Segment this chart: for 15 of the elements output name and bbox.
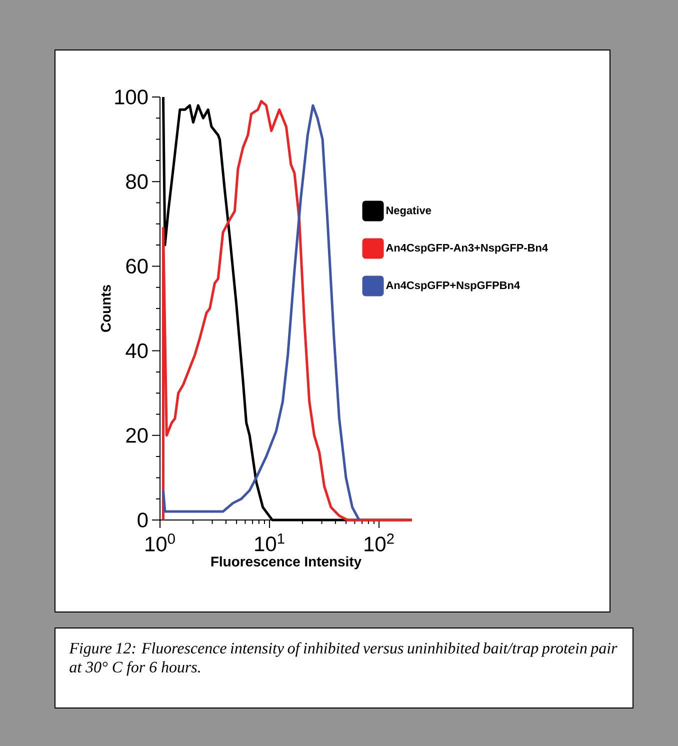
x-tick-label: 10$^{0}$ [146,534,175,552]
y-tick-label: 40 [126,343,148,358]
caption: Figure 12: Fluorescence intensity of inhibited versus uninhibited bait/trap protein pair at 30° C for 6 hours. [69,642,618,676]
y-tick-label: 20 [126,428,148,443]
legend-label: An4CspGFP+NspGFPBn4 [386,281,520,292]
y-tick-label: 100 [115,90,148,104]
x-axis-title: Fluorescence Intensity [211,556,362,570]
y-tick-label: 80 [126,174,148,189]
legend-label: Negative [386,206,432,217]
y-tick-label: 60 [126,258,148,274]
y-tick-label: 0 [138,512,148,528]
y-axis-title: Counts [100,285,111,332]
x-tick-label: 10$^{1}$ [255,534,284,552]
x-tick-label: 10$^{2}$ [364,534,394,552]
legend-label: An4CspGFP-An3+NspGFP-Bn4 [386,244,548,254]
